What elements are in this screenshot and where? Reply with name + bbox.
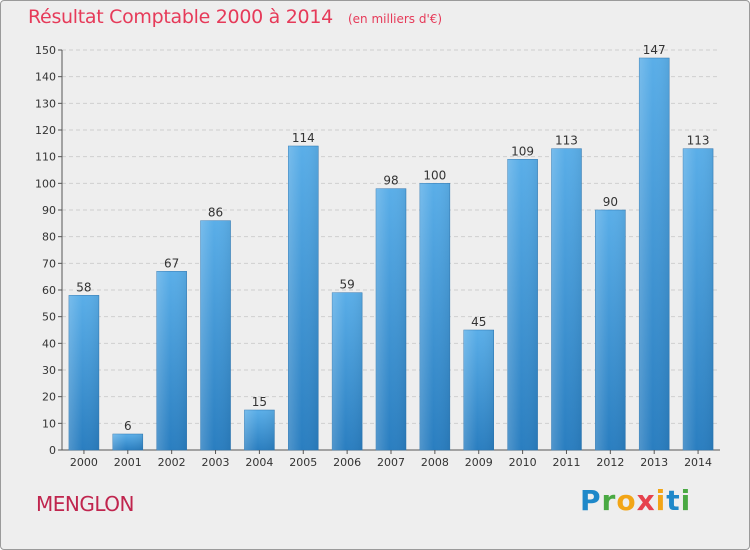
- logo-letter: P: [580, 484, 602, 517]
- data-label: 58: [76, 280, 91, 294]
- y-tick-label: 100: [35, 177, 56, 190]
- data-label: 86: [208, 206, 223, 220]
- data-label: 113: [687, 134, 710, 148]
- data-label: 109: [511, 144, 534, 158]
- data-label: 90: [603, 195, 618, 209]
- place-name: MENGLON: [36, 492, 134, 516]
- y-tick-label: 60: [42, 284, 56, 297]
- bar-sheen: [595, 210, 626, 450]
- data-label: 100: [423, 168, 446, 182]
- proxiti-logo: Proxiti: [580, 484, 691, 517]
- y-tick-label: 110: [35, 151, 56, 164]
- y-tick-label: 40: [42, 337, 56, 350]
- data-label: 113: [555, 134, 578, 148]
- logo-letter: r: [601, 484, 617, 517]
- x-tick-label: 2002: [158, 456, 186, 469]
- bar-sheen: [332, 292, 363, 450]
- logo-letter: o: [616, 484, 637, 517]
- bar-sheen: [112, 434, 143, 450]
- chart-title: Résultat Comptable 2000 à 2014: [28, 6, 333, 28]
- y-tick-label: 0: [49, 444, 56, 457]
- x-tick-label: 2007: [377, 456, 405, 469]
- data-label: 15: [252, 395, 267, 409]
- bar-sheen: [463, 330, 494, 450]
- bar-sheen: [200, 220, 231, 450]
- x-tick-label: 2001: [114, 456, 142, 469]
- x-tick-label: 2006: [333, 456, 361, 469]
- plot-area: 0 10 20 30 40 50 60 70 80 90 100 110 120 130 140 150 58 2…: [35, 43, 720, 469]
- chart-subtitle: (en milliers d'€): [347, 12, 443, 26]
- x-tick-label: 2004: [245, 456, 273, 469]
- x-tick-label: 2014: [684, 456, 712, 469]
- y-tick-label: 120: [35, 124, 56, 137]
- logo-letter: t: [666, 484, 681, 517]
- y-tick-label: 70: [42, 257, 56, 270]
- logo-letter: x: [636, 484, 656, 517]
- x-tick-label: 2010: [509, 456, 537, 469]
- data-label: 147: [643, 43, 666, 57]
- bar-sheen: [639, 58, 670, 450]
- bar-sheen: [551, 148, 582, 450]
- y-tick-label: 130: [35, 97, 56, 110]
- data-label: 98: [383, 174, 398, 188]
- y-tick-label: 50: [42, 311, 56, 324]
- x-tick-label: 2003: [202, 456, 230, 469]
- y-tick-label: 20: [42, 391, 56, 404]
- bar-sheen: [507, 159, 538, 451]
- y-tick-label: 140: [35, 71, 56, 84]
- x-tick-label: 2000: [70, 456, 98, 469]
- bar-sheen: [376, 188, 406, 450]
- y-tick-label: 90: [42, 204, 56, 217]
- y-tick-label: 80: [42, 231, 56, 244]
- bar-sheen: [419, 183, 450, 451]
- y-tick-label: 150: [35, 44, 56, 57]
- x-tick-label: 2013: [640, 456, 668, 469]
- data-label: 67: [164, 256, 179, 270]
- bar-sheen: [68, 295, 99, 450]
- logo-letter: i: [655, 484, 667, 517]
- x-tick-label: 2009: [465, 456, 493, 469]
- x-tick-label: 2012: [596, 456, 624, 469]
- data-label: 6: [124, 419, 132, 433]
- x-tick-label: 2005: [289, 456, 317, 469]
- bar-sheen: [683, 148, 714, 450]
- bar-sheen: [288, 146, 319, 450]
- x-tick-label: 2008: [421, 456, 449, 469]
- x-tick-label: 2011: [552, 456, 580, 469]
- data-label: 59: [339, 278, 354, 292]
- bar-sheen: [156, 271, 187, 450]
- chart-header: Résultat Comptable 2000 à 2014 (en milli…: [28, 6, 442, 28]
- data-label: 45: [471, 315, 486, 329]
- y-tick-label: 30: [42, 364, 56, 377]
- logo-letter: i: [680, 484, 692, 517]
- y-tick-label: 10: [42, 417, 56, 430]
- bar-sheen: [244, 410, 275, 450]
- data-label: 114: [292, 131, 315, 145]
